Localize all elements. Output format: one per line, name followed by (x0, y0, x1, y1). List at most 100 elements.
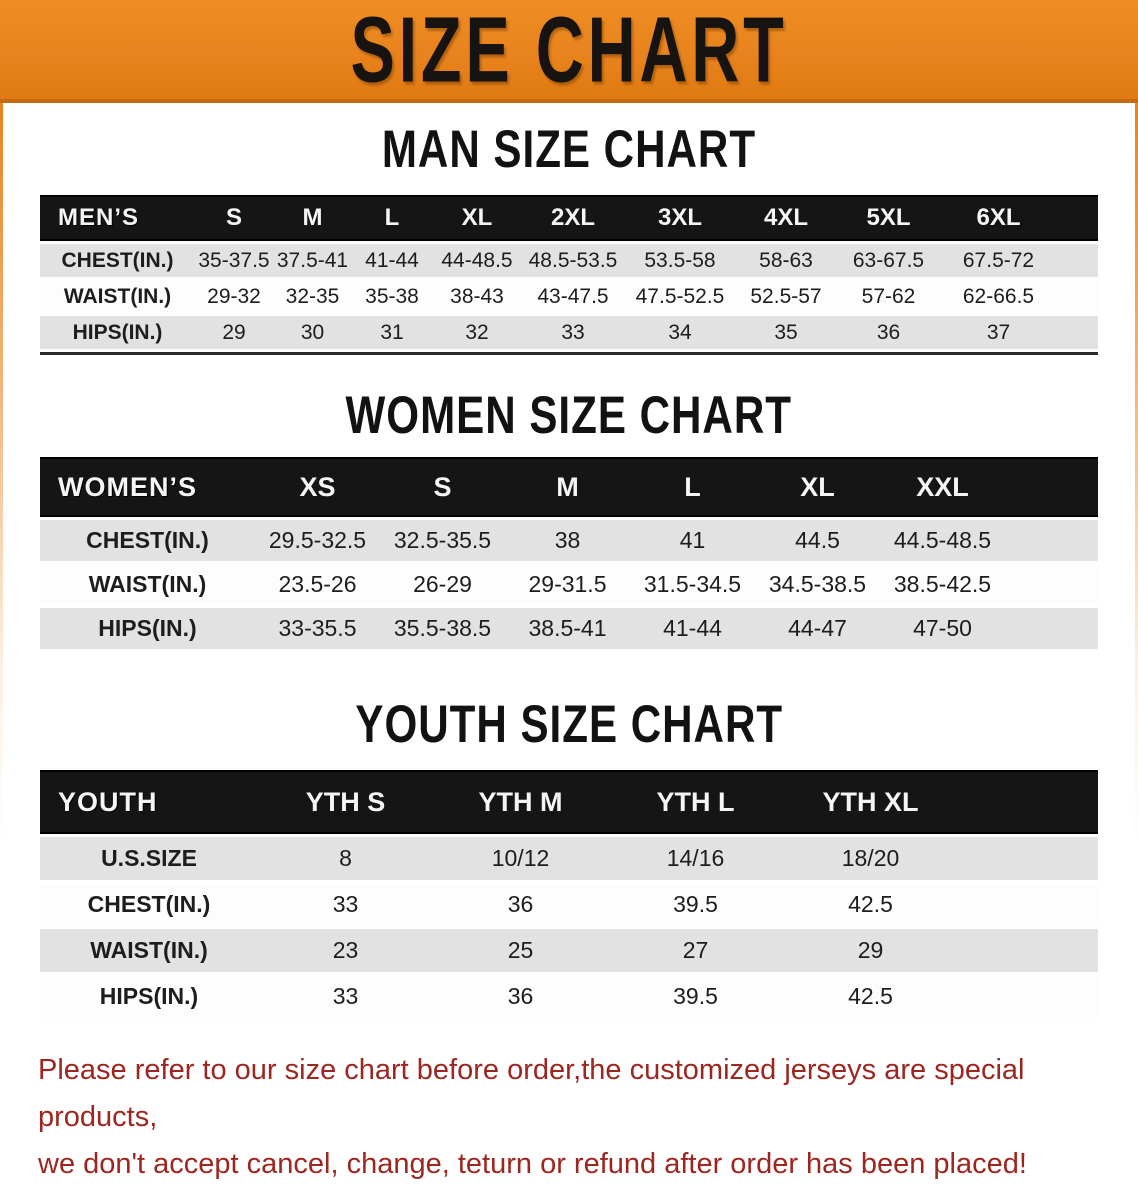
youth-section-heading-text: YOUTH SIZE CHART (355, 695, 783, 755)
women-size-value-cell: 44.5 (755, 520, 880, 561)
men-size-value-cell: 35-37.5 (195, 244, 273, 277)
men-size-value-cell: 47.5-52.5 (624, 280, 736, 313)
left-edge-stripe (0, 103, 3, 1132)
men-size-column-header: 2XL (522, 195, 624, 241)
men-size-value-cell: 43-47.5 (522, 280, 624, 313)
men-size-value-cell: 32-35 (273, 280, 352, 313)
men-size-value-cell: 33 (522, 316, 624, 349)
youth-row-spacer (958, 837, 1098, 880)
women-size-value-cell: 29.5-32.5 (255, 520, 380, 561)
women-size-value-cell: 41-44 (630, 608, 755, 649)
men-size-value-cell: 29 (195, 316, 273, 349)
men-size-column-header: S (195, 195, 273, 241)
women-size-column-header: L (630, 457, 755, 517)
order-disclaimer: Please refer to our size chart before or… (38, 1047, 1100, 1188)
youth-measurement-row: CHEST(IN.) 33 36 39.5 42.5 (40, 883, 1098, 926)
youth-size-column-header: YTH S (258, 770, 433, 834)
men-size-value-cell: 44-48.5 (432, 244, 522, 277)
men-size-column-header: M (273, 195, 352, 241)
men-row-label: CHEST(IN.) (40, 244, 195, 277)
men-size-column-header: 5XL (836, 195, 941, 241)
women-size-value-cell: 41 (630, 520, 755, 561)
women-size-value-cell: 35.5-38.5 (380, 608, 505, 649)
men-size-value-cell: 34 (624, 316, 736, 349)
men-size-value-cell: 30 (273, 316, 352, 349)
youth-row-label: U.S.SIZE (40, 837, 258, 880)
banner: SIZE CHART (0, 0, 1138, 103)
men-size-value-cell: 36 (836, 316, 941, 349)
women-size-value-cell: 33-35.5 (255, 608, 380, 649)
men-section-heading-text: MAN SIZE CHART (381, 120, 757, 180)
youth-size-value-cell: 14/16 (608, 837, 783, 880)
youth-size-value-cell: 10/12 (433, 837, 608, 880)
men-measurement-row: HIPS(IN.) 29 30 31 32 33 34 35 36 37 (40, 316, 1098, 349)
men-size-column-header: 6XL (941, 195, 1056, 241)
women-size-value-cell: 38 (505, 520, 630, 561)
women-table-header-row: WOMEN’S XS S M L XL XXL (40, 457, 1098, 517)
youth-table-corner-label: YOUTH (40, 770, 258, 834)
men-row-label: WAIST(IN.) (40, 280, 195, 313)
women-size-column-header: M (505, 457, 630, 517)
women-row-label: HIPS(IN.) (40, 608, 255, 649)
youth-size-column-header: YTH M (433, 770, 608, 834)
men-size-value-cell: 57-62 (836, 280, 941, 313)
women-size-value-cell: 44-47 (755, 608, 880, 649)
men-size-value-cell: 58-63 (736, 244, 836, 277)
men-row-spacer (1056, 316, 1098, 349)
youth-size-value-cell: 29 (783, 929, 958, 972)
men-size-value-cell: 41-44 (352, 244, 432, 277)
youth-size-table-wrap: YOUTH YTH S YTH M YTH L YTH XL U.S.SIZE 8 10/12… (40, 767, 1098, 1021)
women-size-table: WOMEN’S XS S M L XL XXL CHEST(IN.) 29.5-32.5 32.5… (40, 454, 1098, 652)
men-size-column-header: 4XL (736, 195, 836, 241)
women-size-value-cell: 29-31.5 (505, 564, 630, 605)
men-size-value-cell: 48.5-53.5 (522, 244, 624, 277)
men-row-label: HIPS(IN.) (40, 316, 195, 349)
youth-measurement-row: WAIST(IN.) 23 25 27 29 (40, 929, 1098, 972)
women-size-table-wrap: WOMEN’S XS S M L XL XXL CHEST(IN.) 29.5-32.5 32.5… (40, 454, 1098, 652)
order-disclaimer-line-2: we don't accept cancel, change, teturn o… (38, 1147, 1027, 1180)
women-size-column-header: S (380, 457, 505, 517)
women-section-heading-text: WOMEN SIZE CHART (345, 386, 793, 446)
women-row-spacer (1005, 608, 1098, 649)
youth-row-label: WAIST(IN.) (40, 929, 258, 972)
men-size-value-cell: 35-38 (352, 280, 432, 313)
men-size-column-header: L (352, 195, 432, 241)
women-row-spacer (1005, 520, 1098, 561)
men-size-value-cell: 31 (352, 316, 432, 349)
men-row-spacer (1056, 244, 1098, 277)
women-size-value-cell: 26-29 (380, 564, 505, 605)
youth-size-column-header: YTH XL (783, 770, 958, 834)
right-edge-stripe (1135, 103, 1138, 1132)
women-row-label: WAIST(IN.) (40, 564, 255, 605)
youth-size-value-cell: 8 (258, 837, 433, 880)
women-size-value-cell: 44.5-48.5 (880, 520, 1005, 561)
youth-row-spacer (958, 975, 1098, 1018)
men-table-header-row: MEN’S S M L XL 2XL 3XL 4XL 5XL 6XL (40, 195, 1098, 241)
youth-row-label: HIPS(IN.) (40, 975, 258, 1018)
men-size-value-cell: 29-32 (195, 280, 273, 313)
youth-header-spacer (958, 770, 1098, 834)
women-section-heading: WOMEN SIZE CHART (0, 390, 1138, 442)
women-row-label: CHEST(IN.) (40, 520, 255, 561)
youth-row-label: CHEST(IN.) (40, 883, 258, 926)
youth-size-value-cell: 42.5 (783, 975, 958, 1018)
men-size-value-cell: 38-43 (432, 280, 522, 313)
youth-measurement-row: U.S.SIZE 8 10/12 14/16 18/20 (40, 837, 1098, 880)
women-row-spacer (1005, 564, 1098, 605)
men-size-table-wrap: MEN’S S M L XL 2XL 3XL 4XL 5XL 6XL CHEST(IN.) 35-37… (40, 192, 1098, 355)
youth-size-value-cell: 36 (433, 975, 608, 1018)
youth-row-spacer (958, 929, 1098, 972)
men-size-column-header: 3XL (624, 195, 736, 241)
men-size-value-cell: 35 (736, 316, 836, 349)
youth-size-value-cell: 42.5 (783, 883, 958, 926)
men-size-value-cell: 37.5-41 (273, 244, 352, 277)
men-size-value-cell: 32 (432, 316, 522, 349)
youth-size-table: YOUTH YTH S YTH M YTH L YTH XL U.S.SIZE 8 10/12… (40, 767, 1098, 1021)
men-measurement-row: CHEST(IN.) 35-37.5 37.5-41 41-44 44-48.5 48.5… (40, 244, 1098, 277)
men-size-table: MEN’S S M L XL 2XL 3XL 4XL 5XL 6XL CHEST(IN.) 35-37… (40, 192, 1098, 355)
men-size-value-cell: 63-67.5 (836, 244, 941, 277)
youth-table-header-row: YOUTH YTH S YTH M YTH L YTH XL (40, 770, 1098, 834)
youth-size-column-header: YTH L (608, 770, 783, 834)
women-measurement-row: CHEST(IN.) 29.5-32.5 32.5-35.5 38 41 44.5 44.5… (40, 520, 1098, 561)
